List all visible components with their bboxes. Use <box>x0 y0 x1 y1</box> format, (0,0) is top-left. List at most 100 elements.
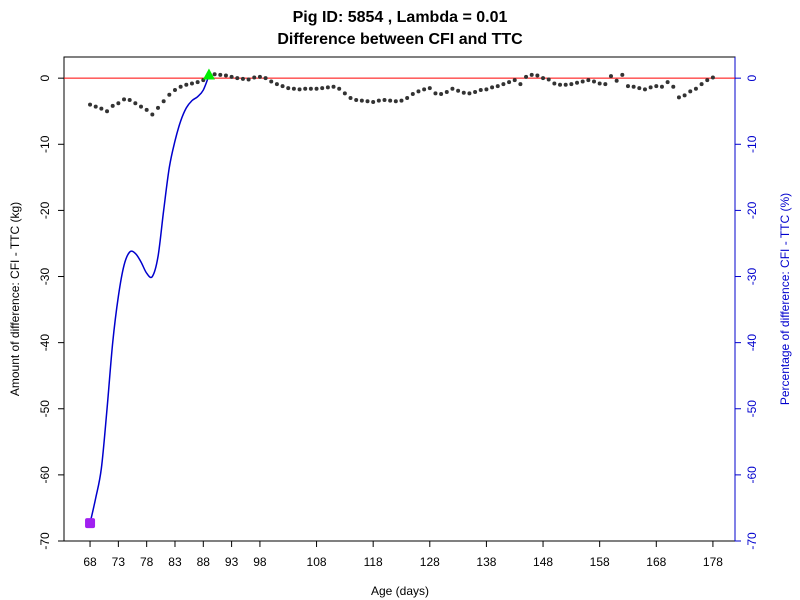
data-point <box>167 92 172 97</box>
data-point <box>676 95 681 100</box>
data-point <box>308 86 313 91</box>
start-marker <box>85 518 96 529</box>
data-point <box>659 84 664 89</box>
data-point <box>252 75 257 80</box>
data-point <box>467 91 472 96</box>
plot-box <box>63 56 736 542</box>
data-point <box>297 87 302 92</box>
data-point <box>507 80 512 85</box>
data-point <box>541 76 546 81</box>
data-point <box>461 90 466 95</box>
data-point <box>518 82 523 87</box>
data-point <box>161 99 166 104</box>
data-point <box>274 82 279 87</box>
x-tick-label: 83 <box>168 555 182 569</box>
data-point <box>410 92 415 97</box>
data-point <box>444 90 449 95</box>
data-point <box>122 97 127 102</box>
data-point <box>235 76 240 81</box>
end-marker <box>202 68 215 80</box>
data-point <box>184 82 189 87</box>
y-tick-label: -30 <box>38 268 52 286</box>
data-point <box>303 86 308 91</box>
data-point <box>529 72 534 77</box>
data-point <box>495 84 500 89</box>
y-tick-label: -40 <box>38 334 52 352</box>
data-point <box>625 84 630 89</box>
data-point <box>422 87 427 92</box>
data-point <box>608 74 613 79</box>
data-point <box>359 98 364 103</box>
data-point <box>631 84 636 89</box>
x-tick-label: 158 <box>590 555 610 569</box>
data-point <box>563 82 568 87</box>
data-point <box>580 79 585 84</box>
data-point <box>642 87 647 92</box>
x-axis-label: Age (days) <box>371 584 429 598</box>
data-point <box>371 99 376 104</box>
x-tick-label: 78 <box>140 555 154 569</box>
data-point <box>665 80 670 85</box>
data-point <box>331 84 336 89</box>
x-tick-label: 118 <box>364 555 383 569</box>
y-tick-label: -20 <box>38 201 52 219</box>
data-point <box>614 78 619 83</box>
x-tick-label: 148 <box>533 555 553 569</box>
data-point <box>710 75 715 80</box>
data-point <box>654 84 659 89</box>
data-point <box>212 72 217 77</box>
data-point <box>354 97 359 102</box>
data-point <box>320 86 325 91</box>
y2-tick-label: -40 <box>745 334 759 352</box>
data-point <box>456 88 461 93</box>
y-tick-label: 0 <box>38 75 52 82</box>
data-point <box>405 95 410 100</box>
data-point <box>603 82 608 87</box>
data-point <box>150 112 155 117</box>
x-tick-label: 88 <box>197 555 211 569</box>
data-point <box>365 99 370 104</box>
data-point <box>592 79 597 84</box>
data-point <box>439 92 444 97</box>
data-point <box>688 89 693 94</box>
data-point <box>314 86 319 91</box>
data-point <box>139 104 144 109</box>
data-point <box>325 85 330 90</box>
data-point <box>473 90 478 95</box>
data-point <box>586 78 591 83</box>
chart-title: Pig ID: 5854 , Lambda = 0.01 <box>293 9 508 26</box>
data-point <box>263 76 268 81</box>
data-point <box>133 101 138 106</box>
y-axis-label: Amount of difference: CFI - TTC (kg) <box>8 202 22 396</box>
y2-tick-label: -70 <box>745 532 759 550</box>
y2-tick-label: -30 <box>745 268 759 286</box>
data-point <box>337 86 342 91</box>
data-point <box>178 84 183 89</box>
data-point <box>88 102 93 107</box>
data-point <box>478 88 483 93</box>
data-point <box>524 74 529 79</box>
data-point <box>490 85 495 90</box>
y-tick-label: -60 <box>38 466 52 484</box>
data-point <box>348 95 353 100</box>
data-point <box>393 99 398 104</box>
data-point <box>427 86 432 91</box>
data-point <box>376 98 381 103</box>
y2-tick-label: -60 <box>745 466 759 484</box>
data-point <box>291 86 296 91</box>
data-point <box>105 109 110 114</box>
data-point <box>246 77 251 82</box>
data-point <box>218 72 223 77</box>
y2-axis-label: Percentage of difference: CFI - TTC (%) <box>778 193 792 405</box>
data-point <box>280 84 285 89</box>
data-point <box>433 91 438 96</box>
data-point <box>144 107 149 112</box>
x-tick-label: 138 <box>476 555 496 569</box>
data-point <box>575 80 580 85</box>
data-point <box>558 82 563 87</box>
data-point <box>229 74 234 79</box>
x-tick-label: 93 <box>225 555 239 569</box>
y2-tick-label: 0 <box>745 75 759 82</box>
data-point <box>705 78 710 83</box>
